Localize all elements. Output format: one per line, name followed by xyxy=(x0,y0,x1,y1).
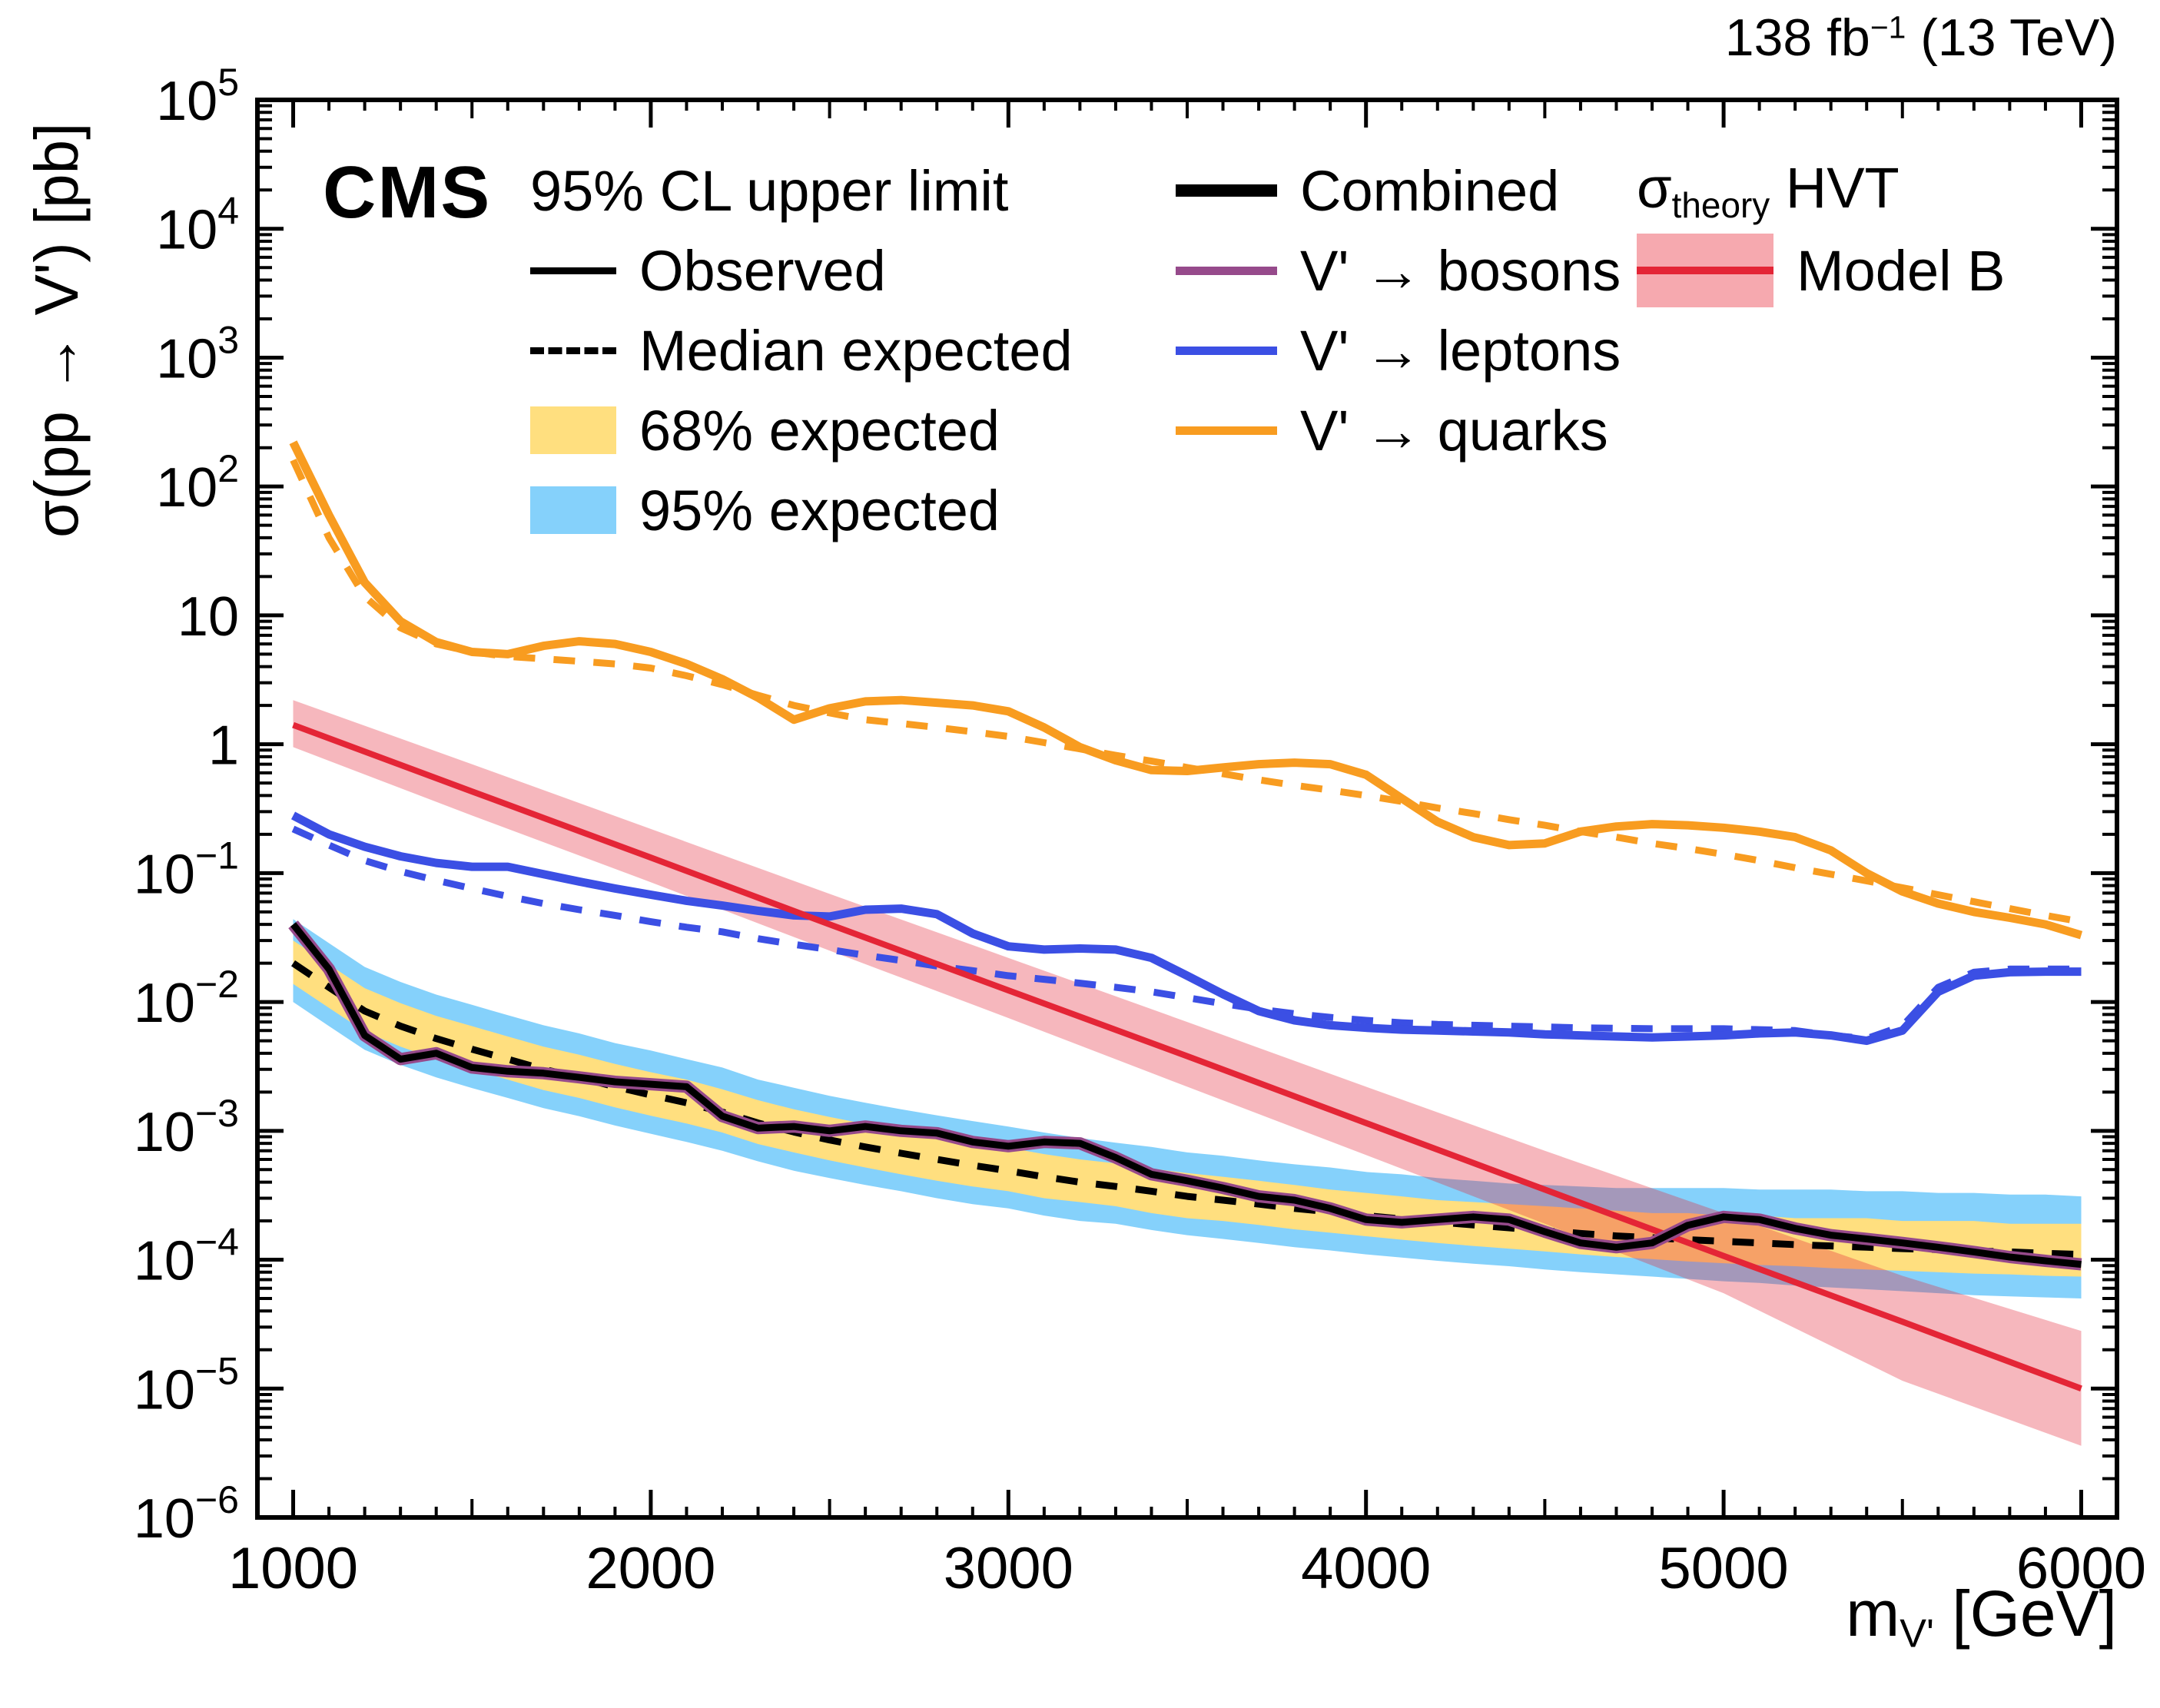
leptons-line-swatch xyxy=(1176,346,1277,355)
x-axis-tick-labels: 1000 2000 3000 4000 5000 6000 xyxy=(228,1536,2146,1601)
legend-title-row: 95% CL upper limit xyxy=(530,151,1073,230)
legend-95-expected-label: 95% expected xyxy=(639,478,1000,542)
quarks-observed xyxy=(289,440,2083,940)
legend-leptons-row: V' → leptons xyxy=(1176,310,1621,390)
energy-value: (13 TeV) xyxy=(1906,8,2117,67)
quarks-line-swatch xyxy=(1176,426,1277,435)
svg-text:2000: 2000 xyxy=(586,1536,715,1601)
svg-text:6000: 6000 xyxy=(2016,1536,2146,1601)
x-axis-title-unit: [GeV] xyxy=(1933,1577,2117,1650)
svg-text:10−2: 10−2 xyxy=(134,963,239,1034)
legend-upper-limit-column: 95% CL upper limit Observed Median expec… xyxy=(530,151,1073,550)
svg-text:3000: 3000 xyxy=(944,1536,1073,1601)
combined-line-swatch xyxy=(1176,184,1277,197)
legend-title: 95% CL upper limit xyxy=(530,158,1009,223)
chart-series xyxy=(288,440,2083,1446)
legend-observed-label: Observed xyxy=(639,238,886,303)
legend-theory-column: σtheory HVT Model B xyxy=(1637,151,2005,310)
95-percent-expected-band xyxy=(293,919,2082,1298)
legend-bosons-label: V' → bosons xyxy=(1300,238,1621,303)
y-axis-title: σ(pp → V') [pb] xyxy=(22,122,91,538)
svg-text:10−1: 10−1 xyxy=(134,834,239,905)
legend-channels-column: Combined V' → bosons V' → leptons V' → q… xyxy=(1176,151,1621,470)
legend-leptons-label: V' → leptons xyxy=(1300,318,1621,383)
observed-line-swatch xyxy=(530,267,616,274)
svg-text:10: 10 xyxy=(178,586,239,648)
model-b-band-swatch xyxy=(1637,234,1773,307)
leptons-observed xyxy=(290,811,2082,1046)
sigma-theory-label: σtheory HVT xyxy=(1637,155,1900,226)
bosons-line-swatch xyxy=(1176,266,1277,275)
cms-logo-text: CMS xyxy=(323,151,492,234)
svg-text:102: 102 xyxy=(156,447,239,519)
median-expected-line-swatch xyxy=(530,347,616,354)
svg-text:1000: 1000 xyxy=(228,1536,358,1601)
svg-text:105: 105 xyxy=(156,61,239,132)
theory-subscript: theory xyxy=(1671,184,1770,225)
legend-combined-label: Combined xyxy=(1300,158,1560,223)
band-95-swatch xyxy=(530,486,616,534)
model-b-line-swatch xyxy=(1637,267,1773,274)
svg-text:10−6: 10−6 xyxy=(134,1478,239,1550)
svg-text:10−5: 10−5 xyxy=(134,1349,239,1421)
svg-text:103: 103 xyxy=(156,318,239,390)
legend-68-expected-row: 68% expected xyxy=(530,390,1073,470)
legend-model-b-row: Model B xyxy=(1637,230,2005,310)
legend-68-expected-label: 68% expected xyxy=(639,398,1000,463)
x-axis-title: mV' [GeV] xyxy=(1846,1577,2117,1657)
legend-95-expected-row: 95% expected xyxy=(530,470,1073,550)
x-axis-title-base: m xyxy=(1846,1577,1900,1650)
theory-hvt-model-b-band xyxy=(293,700,2082,1446)
svg-text:1: 1 xyxy=(208,715,239,777)
legend-quarks-label: V' → quarks xyxy=(1300,398,1608,463)
legend-theory-title-row: σtheory HVT xyxy=(1637,151,2005,230)
combined-observed xyxy=(290,922,2082,1269)
y-axis-ticks xyxy=(257,98,2117,1520)
lumi-exponent: −1 xyxy=(1870,9,1906,45)
legend-observed-row: Observed xyxy=(530,230,1073,310)
legend-model-b-label: Model B xyxy=(1797,238,2006,303)
legend-median-expected-row: Median expected xyxy=(530,310,1073,390)
lumi-energy-label: 138 fb−1 (13 TeV) xyxy=(1725,8,2117,68)
theory-hvt-model-b xyxy=(292,721,2082,1392)
lumi-value: 138 fb xyxy=(1724,8,1870,67)
hvt-label: HVT xyxy=(1770,156,1900,221)
svg-text:4000: 4000 xyxy=(1301,1536,1431,1601)
legend-bosons-row: V' → bosons xyxy=(1176,230,1621,310)
leptons-expected xyxy=(291,825,2082,1043)
svg-text:10−4: 10−4 xyxy=(134,1221,239,1292)
x-axis-title-sub: V' xyxy=(1900,1611,1934,1657)
legend-median-expected-label: Median expected xyxy=(639,318,1073,383)
legend-combined-row: Combined xyxy=(1176,151,1621,230)
svg-text:10−3: 10−3 xyxy=(134,1092,239,1163)
legend-quarks-row: V' → quarks xyxy=(1176,390,1621,470)
band-68-swatch xyxy=(530,406,616,454)
svg-text:104: 104 xyxy=(156,190,239,261)
svg-text:5000: 5000 xyxy=(1659,1536,1789,1601)
x-axis-ticks xyxy=(291,100,2083,1517)
sigma-symbol: σ xyxy=(1637,156,1672,221)
